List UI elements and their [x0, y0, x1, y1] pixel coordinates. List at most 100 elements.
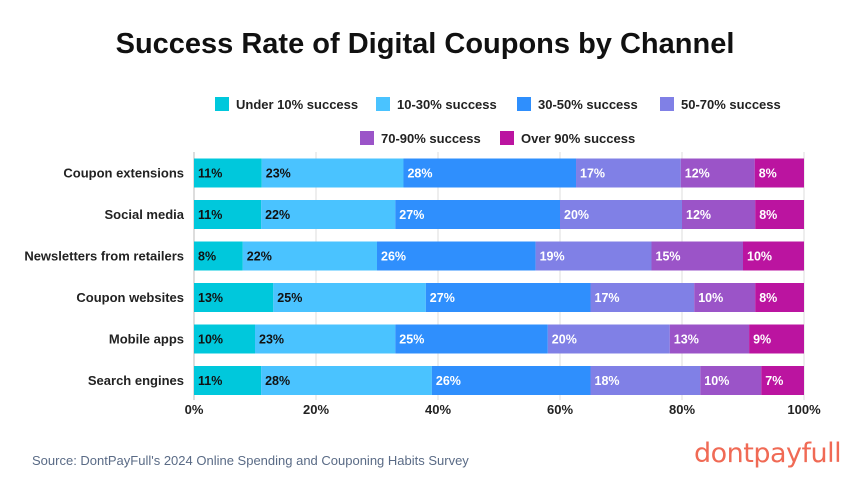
legend-swatch [215, 97, 229, 111]
bar-segment [242, 241, 377, 271]
x-tick-label: 60% [547, 402, 573, 417]
bar-segment [261, 200, 396, 229]
category-label: Search engines [88, 373, 184, 388]
bar-segment [743, 241, 804, 271]
data-label: 15% [656, 250, 681, 264]
data-label: 27% [430, 291, 455, 305]
legend-swatch [660, 97, 674, 111]
bar-segment [754, 158, 804, 188]
bar-segment [694, 283, 756, 312]
bar-segment [194, 241, 243, 271]
data-label: 23% [259, 333, 284, 347]
data-label: 8% [198, 250, 216, 264]
bar-segment [590, 283, 695, 312]
data-label: 11% [198, 167, 222, 181]
chart-title: Success Rate of Digital Coupons by Chann… [115, 28, 735, 60]
source-note: Source: DontPayFull's 2024 Online Spendi… [32, 453, 469, 468]
data-label: 11% [198, 208, 222, 222]
bar-segment [680, 158, 755, 188]
data-label: 26% [436, 374, 461, 388]
bar-segment [377, 241, 536, 271]
x-tick-label: 40% [425, 402, 451, 417]
bar-segment [403, 158, 577, 188]
data-label: 18% [595, 374, 620, 388]
data-label: 13% [198, 291, 223, 305]
bar-segment [194, 283, 274, 312]
data-label: 10% [698, 291, 723, 305]
legend-swatch [500, 131, 514, 145]
bar-segment [590, 366, 701, 395]
bar-segment [682, 200, 756, 229]
x-tick-label: 20% [303, 402, 329, 417]
x-tick-label: 80% [669, 402, 695, 417]
bar-segment [395, 200, 560, 229]
bar-segment [651, 241, 743, 271]
bar-segment [261, 158, 404, 188]
bar-segment [669, 324, 750, 354]
data-label: 26% [381, 250, 406, 264]
x-tick-label: 100% [787, 402, 821, 417]
bar-segment [761, 366, 804, 395]
bar-segment [194, 200, 262, 229]
bar-segment [576, 158, 681, 188]
legend-swatch [360, 131, 374, 145]
legend-label: 30-50% success [538, 97, 638, 112]
legend-label: 70-90% success [381, 131, 481, 146]
data-label: 27% [399, 208, 424, 222]
category-label: Coupon extensions [63, 166, 184, 181]
bar-segment [261, 366, 432, 395]
data-label: 8% [759, 208, 777, 222]
data-label: 9% [753, 333, 771, 347]
category-label: Mobile apps [109, 332, 184, 347]
data-label: 23% [266, 167, 291, 181]
category-label: Coupon websites [76, 290, 184, 305]
bar-segment [755, 283, 804, 312]
bar-segment [755, 200, 804, 229]
bar-segment [431, 366, 591, 395]
data-label: 10% [704, 374, 729, 388]
data-label: 19% [540, 250, 565, 264]
bar-segment [535, 241, 652, 271]
data-label: 10% [198, 333, 223, 347]
legend-swatch [517, 97, 531, 111]
bar-segment [194, 158, 262, 188]
bar-segment [255, 324, 396, 354]
data-label: 20% [564, 208, 589, 222]
data-label: 10% [747, 250, 772, 264]
data-label: 8% [759, 291, 777, 305]
legend-label: 10-30% success [397, 97, 497, 112]
bar-segment [194, 324, 255, 354]
bar-segment [560, 200, 682, 229]
data-label: 11% [198, 374, 222, 388]
category-label: Newsletters from retailers [24, 249, 184, 264]
bar-segment [273, 283, 426, 312]
data-label: 20% [552, 333, 577, 347]
legend-swatch [376, 97, 390, 111]
data-label: 17% [580, 167, 605, 181]
x-tick-label: 0% [185, 402, 204, 417]
bar-segment [425, 283, 591, 312]
bar-segment [700, 366, 762, 395]
data-label: 28% [407, 167, 432, 181]
data-label: 12% [685, 167, 710, 181]
category-label: Social media [105, 207, 185, 222]
dontpayfull-logo: dontpayfull [694, 438, 842, 469]
bar-segment [547, 324, 670, 354]
data-label: 12% [686, 208, 711, 222]
data-label: 7% [765, 374, 783, 388]
legend-label: Under 10% success [236, 97, 358, 112]
data-label: 25% [277, 291, 302, 305]
data-label: 8% [759, 167, 777, 181]
data-label: 22% [247, 250, 272, 264]
bar-segment [194, 366, 262, 395]
legend-label: Over 90% success [521, 131, 635, 146]
data-label: 17% [595, 291, 620, 305]
data-label: 13% [674, 333, 699, 347]
bar-segment [395, 324, 548, 354]
legend-label: 50-70% success [681, 97, 781, 112]
data-label: 25% [399, 333, 424, 347]
bar-segment [749, 324, 804, 354]
data-label: 28% [265, 374, 290, 388]
data-label: 22% [265, 208, 290, 222]
